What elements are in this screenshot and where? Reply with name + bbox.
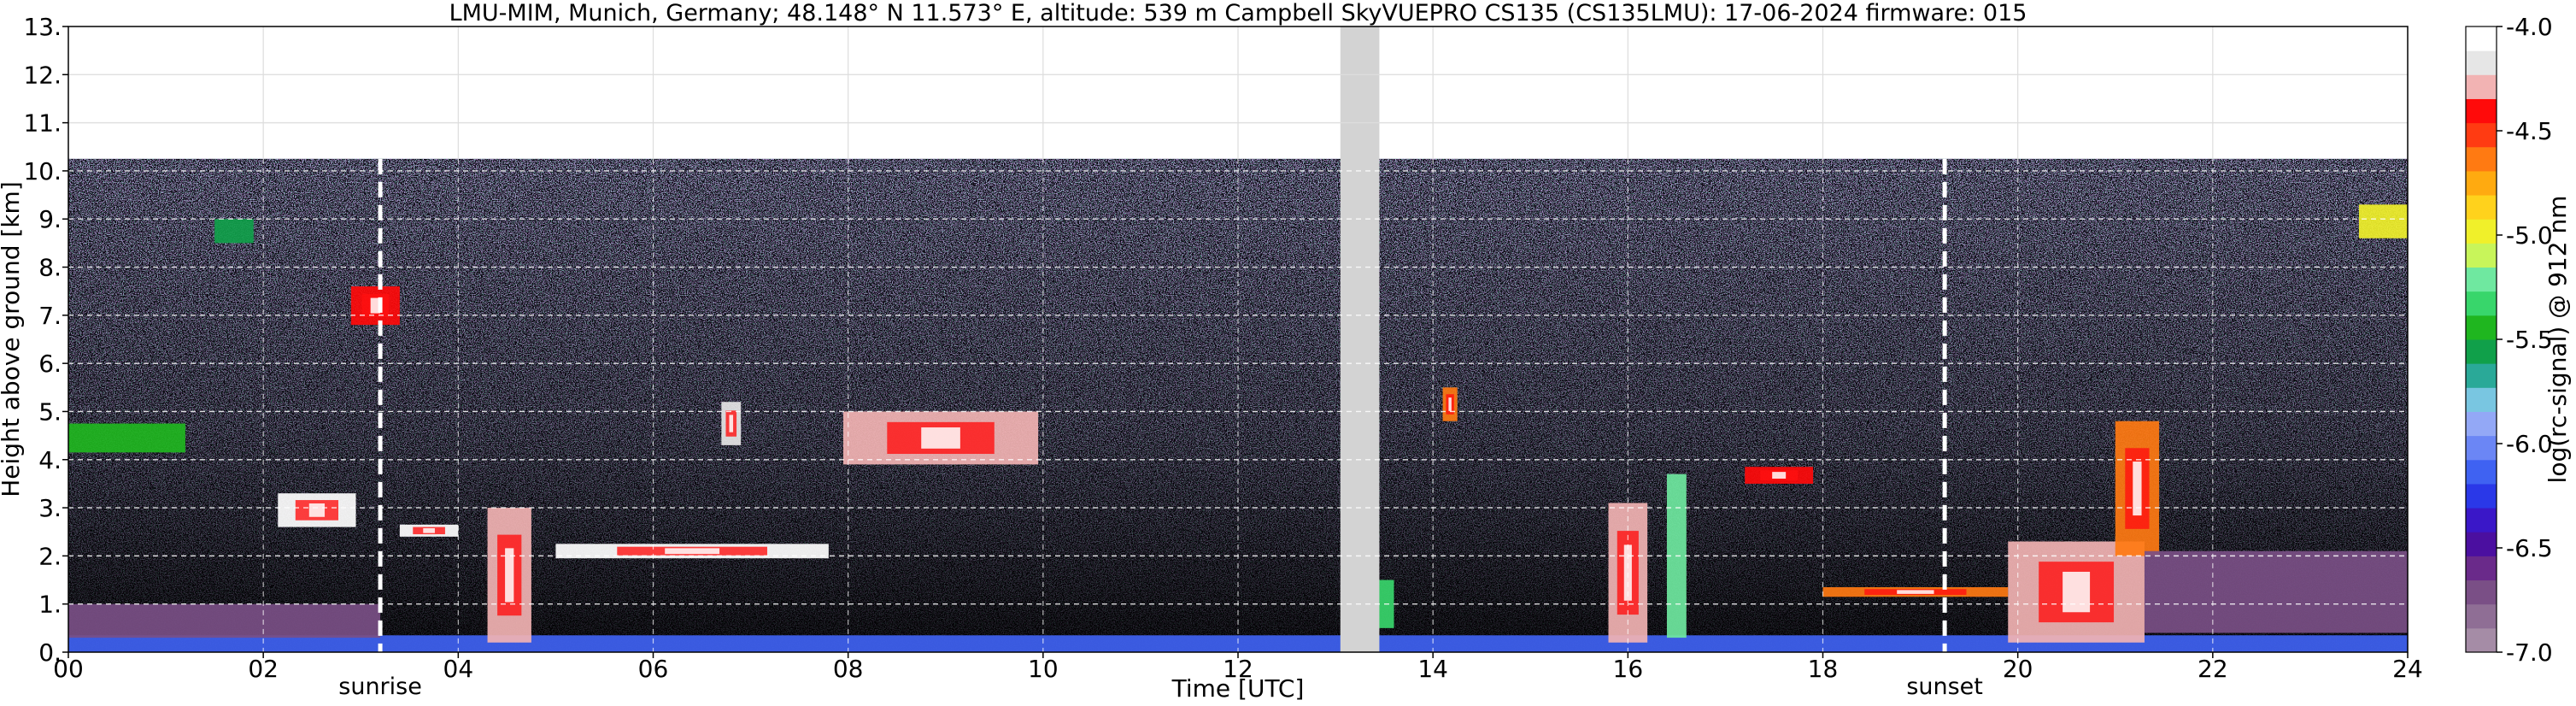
x-tick-label: 18: [1808, 655, 1839, 683]
colorbar-segment: [2466, 267, 2497, 292]
plot-content: [68, 26, 2408, 652]
signal-feature-peak: [2063, 571, 2091, 613]
x-tick-label: 22: [2198, 655, 2228, 683]
colorbar-segment: [2466, 195, 2497, 220]
colorbar-segment: [2466, 98, 2497, 124]
colorbar-segment: [2466, 170, 2497, 196]
y-tick-label: 3.: [38, 494, 62, 522]
colorbar-tick-label: -5.0: [2506, 221, 2553, 250]
x-axis: 00 02 04 06 08 10 12 14 16 18 20 22 24: [53, 652, 2423, 683]
signal-feature: [68, 603, 381, 638]
x-tick-label: 06: [638, 655, 669, 683]
signal-feature-peak: [308, 503, 326, 517]
x-tick-label: 20: [2003, 655, 2033, 683]
colorbar-segment: [2466, 387, 2497, 412]
plot-area: [67, 26, 2409, 653]
colorbar-segment: [2466, 556, 2497, 581]
colorbar-segment: [2466, 146, 2497, 172]
signal-feature-peak: [1772, 472, 1787, 479]
colorbar-tick-label: -6.0: [2506, 430, 2553, 458]
signal-feature-peak: [665, 548, 720, 555]
y-tick-label: 13.: [23, 13, 62, 41]
colorbar-segment: [2466, 580, 2497, 605]
colorbar-segment: [2466, 74, 2497, 99]
colorbar-segment: [2466, 291, 2497, 316]
signal-feature-peak: [2133, 462, 2142, 516]
signal-feature-peak: [1897, 590, 1934, 594]
colorbar-tick-label: -5.5: [2506, 326, 2553, 354]
colorbar-tick-label: -7.0: [2506, 638, 2553, 667]
signal-feature-peak: [423, 528, 435, 533]
colorbar-segment: [2466, 219, 2497, 244]
signal-feature-peak: [1448, 397, 1452, 411]
signal-feature-peak: [921, 427, 960, 449]
colorbar-segment: [2466, 627, 2497, 653]
colorbar-segment: [2466, 122, 2497, 148]
colorbar-segment: [2466, 508, 2497, 532]
colorbar-segment: [2466, 603, 2497, 629]
x-tick-label: 02: [248, 655, 279, 683]
x-tick-label: 10: [1028, 655, 1059, 683]
event-label-sunrise: sunrise: [338, 674, 422, 700]
signal-feature-peak: [370, 297, 381, 314]
colorbar-segment: [2466, 339, 2497, 364]
x-tick-label: 04: [443, 655, 474, 683]
x-tick-label: 00: [53, 655, 84, 683]
x-tick-label: 08: [833, 655, 864, 683]
chart-title: LMU-MIM, Munich, Germany; 48.148° N 11.5…: [449, 0, 2027, 26]
x-tick-label: 12: [1223, 655, 1253, 683]
colorbar-segment: [2466, 459, 2497, 485]
x-axis-label: Time [UTC]: [1171, 674, 1305, 703]
event-label-sunset: sunset: [1906, 674, 1983, 700]
y-axis: 0. 1. 2. 3. 4. 5. 6. 7. 8. 9. 10. 11. 12. 13.: [23, 13, 68, 667]
colorbar-segment: [2466, 435, 2497, 461]
signal-feature: [214, 219, 254, 244]
x-tick-label: 14: [1417, 655, 1448, 683]
signal-feature-peak: [505, 548, 514, 603]
colorbar-tick-label: -6.5: [2506, 534, 2553, 562]
colorbar-segment: [2466, 483, 2497, 509]
signal-feature: [68, 423, 185, 453]
colorbar-segment: [2466, 315, 2497, 340]
colorbar-label: log(rc-signal) @ 912 nm: [2544, 196, 2572, 484]
event-labels: sunrise sunset: [338, 674, 1983, 700]
colorbar-segment: [2466, 50, 2497, 75]
colorbar-segment: [2466, 411, 2497, 437]
y-tick-label: 4.: [38, 446, 62, 474]
y-tick-label: 12.: [23, 61, 62, 89]
y-tick-label: 1.: [38, 591, 62, 619]
y-tick-label: 7.: [38, 302, 62, 330]
x-tick-label: 16: [1613, 655, 1644, 683]
colorbar-segment: [2466, 532, 2497, 556]
data-gap: [1340, 26, 1380, 652]
y-tick-label: 9.: [38, 205, 62, 233]
signal-feature: [2358, 204, 2408, 238]
colorbar-segment: [2466, 243, 2497, 268]
colorbar: -4.0 -4.5 -5.0 -5.5 -6.0 -6.5 -7.0: [2465, 13, 2553, 667]
y-tick-label: 10.: [23, 157, 62, 185]
signal-feature-peak: [729, 415, 734, 432]
colorbar-segment: [2466, 26, 2497, 51]
y-tick-label: 0.: [38, 638, 62, 667]
colorbar-tick-label: -4.0: [2506, 13, 2553, 41]
y-tick-label: 8.: [38, 254, 62, 282]
y-tick-label: 5.: [38, 397, 62, 426]
x-tick-label: 24: [2392, 655, 2423, 683]
colorbar-segment: [2466, 363, 2497, 388]
y-tick-label: 6.: [38, 350, 62, 378]
y-axis-label: Height above ground [km]: [0, 181, 25, 497]
y-tick-label: 11.: [23, 109, 62, 138]
signal-feature: [2144, 550, 2408, 633]
y-tick-label: 2.: [38, 542, 62, 570]
colorbar-tick-label: -4.5: [2506, 117, 2553, 145]
